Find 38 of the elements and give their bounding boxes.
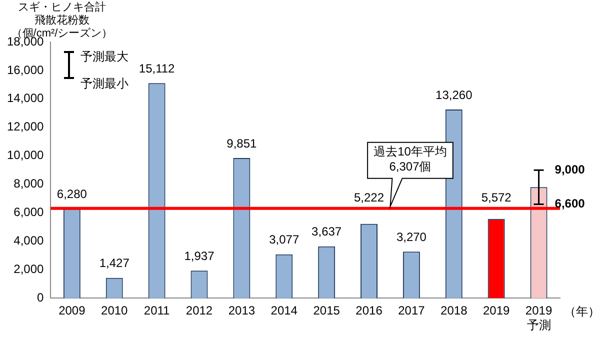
ref-line-label: 過去10年平均 6,307個 <box>374 144 447 174</box>
data-label: 15,112 <box>138 61 176 76</box>
y-tick-label: 2,000 <box>14 262 44 276</box>
x-axis-title: （年） <box>564 304 600 319</box>
y-tick-label: 12,000 <box>7 120 44 134</box>
y-tick-label: 4,000 <box>14 234 44 248</box>
x-tick-label: 2018 <box>440 304 468 318</box>
x-tick-label: 2019 <box>482 304 510 318</box>
data-label: 5,222 <box>354 190 384 205</box>
x-tick-label: 2016 <box>356 304 383 318</box>
data-label: 3,270 <box>396 230 427 244</box>
y-tick-label: 14,000 <box>7 91 44 106</box>
x-tick-label: 2012 <box>186 304 213 318</box>
y-tick-label: 10,000 <box>7 148 44 162</box>
x-tick-label: 2017 <box>398 304 426 318</box>
y-tick-label: 6,000 <box>14 205 44 220</box>
x-tick-label: 2014 <box>270 304 298 318</box>
x-tick-label: 2009 <box>58 304 86 318</box>
data-label: 3,637 <box>312 224 342 239</box>
y-tick-label: 0 <box>37 290 44 305</box>
annotation: 予測最大 <box>80 49 129 64</box>
data-label: 6,280 <box>56 187 88 202</box>
x-tick-label: 2011 <box>144 304 170 318</box>
x-tick-label: 2015 <box>313 304 340 318</box>
data-label: 13,260 <box>436 88 473 102</box>
x-tick-label: 2019 予測 <box>525 304 552 332</box>
data-label: 1,937 <box>184 248 215 263</box>
y-tick-label: 8,000 <box>14 176 44 191</box>
annotation: 9,000 <box>554 162 586 176</box>
data-label: 9,851 <box>226 136 258 150</box>
data-label: 1,427 <box>99 256 130 270</box>
y-tick-label: 16,000 <box>7 62 44 77</box>
data-label: 3,077 <box>269 232 300 247</box>
x-tick-label: 2010 <box>101 304 128 318</box>
annotation: 6,600 <box>554 196 586 211</box>
annotation: 予測最小 <box>80 76 129 90</box>
data-label: 5,572 <box>481 190 512 205</box>
x-tick-label: 2013 <box>228 304 256 318</box>
